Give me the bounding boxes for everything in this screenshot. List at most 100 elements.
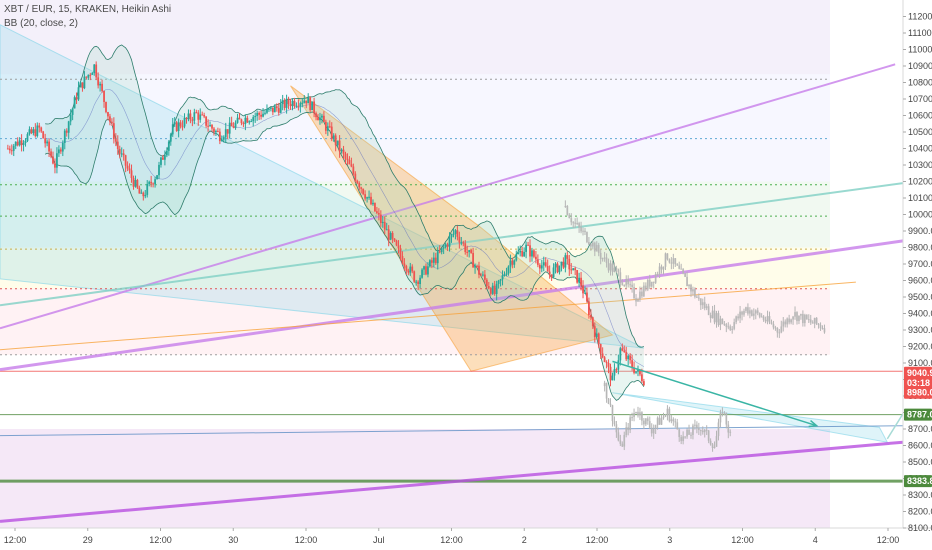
candle-body [505, 273, 508, 275]
projection-body [723, 412, 726, 414]
candle-body [132, 178, 135, 187]
projection-body [811, 322, 814, 324]
price-badge [904, 376, 932, 389]
projection-body [642, 420, 645, 425]
projection-body [796, 312, 798, 322]
candle-body [538, 264, 541, 269]
projection-body [721, 318, 724, 324]
price-tick-label: 10000.0 [908, 210, 932, 220]
candle-body [271, 107, 274, 113]
projection-body [707, 430, 710, 441]
candle-body [550, 274, 553, 278]
candle-body [409, 266, 412, 273]
projection-body [584, 230, 586, 233]
candle-body [468, 250, 471, 252]
candle-body [615, 369, 618, 371]
candle-body [597, 333, 600, 345]
candle-body [122, 153, 125, 156]
candle-body [566, 255, 569, 259]
projection-body [694, 289, 696, 297]
candle-body [285, 99, 288, 108]
projection-body [605, 382, 608, 399]
candle-body [381, 221, 384, 224]
candle-body [305, 100, 308, 104]
candle-body [385, 229, 388, 231]
candle-body [342, 149, 345, 154]
candle-body [635, 371, 637, 373]
price-tick-label: 8100.0 [908, 523, 932, 533]
projection-body [711, 310, 714, 319]
candle-body [605, 362, 608, 364]
projection-body [621, 282, 624, 286]
candle-body [112, 123, 115, 140]
projection-body [709, 440, 712, 445]
candle-body [552, 267, 555, 278]
arrow-line [612, 360, 817, 427]
projection-body [588, 242, 590, 245]
price-tick-label: 8300.0 [908, 490, 932, 500]
projection-body [611, 405, 614, 422]
projection-body [652, 428, 655, 434]
candle-body [260, 114, 262, 117]
candle-body [244, 117, 247, 124]
projection-body [601, 258, 604, 260]
candle-body [42, 131, 45, 139]
time-axis-bg [0, 528, 932, 550]
candle-body [517, 252, 520, 254]
candle-body [205, 116, 208, 126]
bb-upper [45, 44, 645, 348]
projection-body [658, 266, 661, 275]
price-tick-label: 9400.0 [908, 309, 932, 319]
projection-body [662, 416, 665, 419]
projection-body [603, 382, 606, 387]
trendline [0, 440, 904, 523]
projection-body [680, 268, 683, 270]
candle-body [28, 129, 31, 135]
candle-body [307, 97, 310, 104]
projection-body [699, 298, 702, 306]
projection-body [611, 263, 614, 272]
candle-body [450, 234, 453, 238]
price-tick-label: 9300.0 [908, 325, 932, 335]
candle-body [120, 153, 123, 155]
projection-body [752, 313, 755, 316]
projection-body [686, 276, 688, 287]
candle-body [154, 179, 156, 185]
candle-body [299, 103, 302, 107]
candle-body [150, 181, 153, 184]
candle-body [580, 277, 582, 286]
candle-body [99, 83, 102, 86]
projection-body [725, 324, 728, 327]
projection-body [642, 285, 645, 297]
candle-body [364, 194, 367, 199]
candle-body [189, 113, 192, 120]
candle-body [631, 360, 633, 368]
candle-body [639, 369, 641, 375]
projection-body [576, 223, 579, 225]
arrow-head [808, 419, 819, 428]
candle-body [609, 366, 612, 381]
candle-body [228, 122, 231, 134]
time-tick-label: 2 [522, 535, 527, 545]
candle-body [40, 127, 43, 132]
candle-body [509, 260, 512, 267]
candle-body [195, 112, 198, 114]
candle-body [560, 261, 563, 266]
candle-body [476, 265, 478, 267]
projection-body [823, 328, 826, 333]
projection-body [670, 419, 673, 422]
projection-body [782, 321, 785, 327]
candle-body [93, 64, 96, 74]
candle-body [240, 119, 243, 124]
candle-body [87, 74, 90, 78]
candle-body [544, 262, 547, 266]
projection-body [591, 242, 594, 247]
projection-body [682, 436, 685, 442]
candle-body [283, 100, 286, 108]
candle-body [34, 129, 37, 137]
projection-body [713, 310, 716, 323]
candle-body [238, 117, 241, 120]
